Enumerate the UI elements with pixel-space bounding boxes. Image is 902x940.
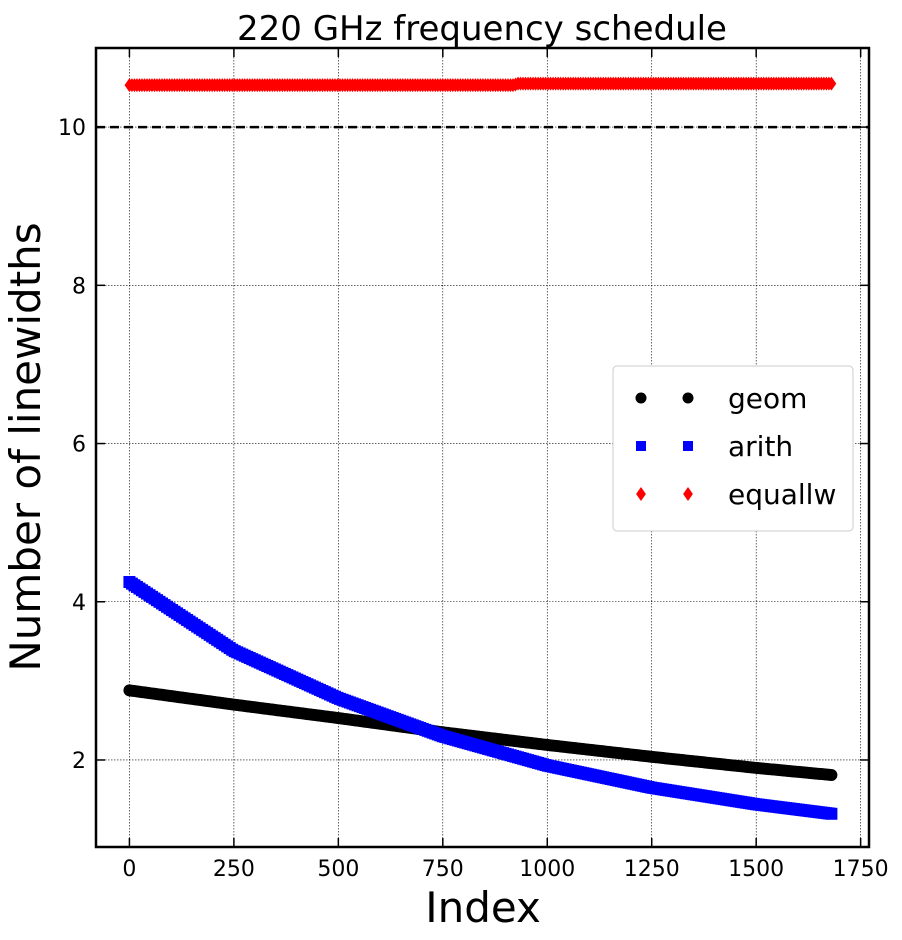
series-equallw bbox=[124, 76, 837, 93]
legend-marker-arith-a bbox=[636, 441, 646, 451]
axes: 0 250 500 750 1000 1250 1500 1750 2 4 6 8 10 bbox=[58, 46, 889, 882]
x-axis-label: Index bbox=[425, 883, 541, 932]
y-tick-label-3: 8 bbox=[72, 274, 86, 299]
x-tick-label-3: 750 bbox=[422, 857, 464, 882]
legend-label-geom: geom bbox=[728, 382, 807, 415]
series-geom bbox=[123, 684, 838, 782]
x-tick-label-1: 250 bbox=[213, 857, 255, 882]
legend-marker-arith-b bbox=[683, 441, 693, 451]
series-arith bbox=[123, 575, 838, 820]
x-tick-label-6: 1500 bbox=[728, 857, 784, 882]
legend-label-arith: arith bbox=[728, 430, 793, 463]
plot-frame bbox=[94, 46, 871, 849]
legend-marker-geom-b bbox=[682, 392, 694, 404]
series-layer bbox=[123, 76, 838, 820]
point-equallw-280 bbox=[826, 76, 837, 91]
legend: geom arith equallw bbox=[612, 365, 854, 532]
legend-label-equallw: equallw bbox=[728, 478, 836, 511]
legend-marker-geom-a bbox=[635, 392, 647, 404]
x-tick-label-2: 500 bbox=[317, 857, 359, 882]
point-arith-280 bbox=[825, 807, 838, 820]
x-tick-label-4: 1000 bbox=[519, 857, 575, 882]
point-geom-280 bbox=[825, 769, 838, 782]
y-tick-label-0: 2 bbox=[72, 749, 86, 774]
chart-title: 220 GHz frequency schedule bbox=[237, 9, 727, 49]
legend-box bbox=[612, 365, 854, 532]
x-tick-label-7: 1750 bbox=[833, 857, 889, 882]
y-tick-label-2: 6 bbox=[72, 433, 86, 458]
legend-marker-equallw-b bbox=[683, 487, 693, 501]
legend-marker-equallw-a bbox=[636, 487, 646, 501]
y-axis-label: Number of linewidths bbox=[1, 222, 50, 671]
x-tick-label-5: 1250 bbox=[624, 857, 680, 882]
y-tick-label-1: 4 bbox=[72, 591, 86, 616]
x-tick-label-0: 0 bbox=[122, 857, 136, 882]
y-tick-label-4: 10 bbox=[58, 116, 86, 141]
